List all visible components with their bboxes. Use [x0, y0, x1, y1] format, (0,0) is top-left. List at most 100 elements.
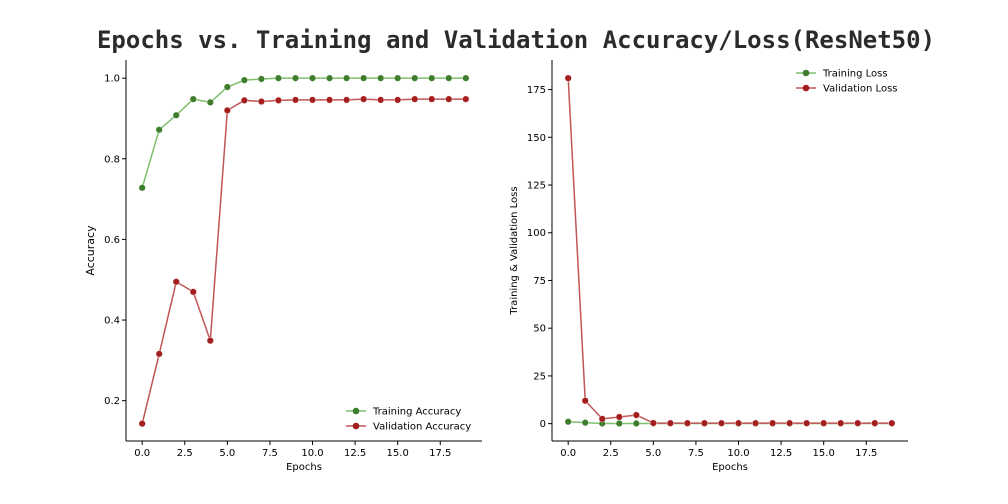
- accuracy-data-point: [172, 278, 180, 286]
- accuracy-data-point: [138, 184, 146, 192]
- accuracy-y-axis-label: Accuracy: [84, 225, 97, 276]
- accuracy-data-point: [155, 126, 163, 134]
- loss-y-tick-label: 150: [527, 133, 546, 144]
- loss-data-point: [581, 397, 589, 405]
- accuracy-data-point: [172, 111, 180, 119]
- accuracy-data-point: [360, 95, 368, 103]
- loss-x-tick-label: 15.0: [813, 448, 835, 459]
- loss-x-tick-label: 0.0: [560, 448, 576, 459]
- accuracy-data-point: [240, 76, 248, 84]
- accuracy-y-tick-label: 0.6: [104, 235, 120, 246]
- accuracy-legend-label: Training Accuracy: [372, 407, 461, 418]
- loss-data-point: [717, 419, 726, 427]
- loss-y-tick-label: 25: [533, 371, 546, 382]
- loss-legend-label: Validation Loss: [823, 84, 898, 95]
- loss-data-point: [854, 419, 862, 427]
- loss-legend-marker: [802, 69, 810, 77]
- loss-y-tick-label: 100: [527, 228, 546, 239]
- accuracy-data-point: [189, 95, 197, 103]
- figure-title: Epochs vs. Training and Validation Accur…: [96, 26, 936, 54]
- accuracy-y-tick-label: 1.0: [104, 74, 120, 85]
- accuracy-x-tick-label: 17.5: [429, 448, 451, 459]
- accuracy-x-tick-label: 7.5: [262, 448, 278, 459]
- accuracy-y-tick-label: 0.2: [104, 396, 120, 407]
- accuracy-x-tick-label: 5.0: [219, 448, 235, 459]
- accuracy-series-line: [141, 77, 466, 189]
- accuracy-data-point: [428, 95, 436, 103]
- accuracy-legend-marker: [352, 422, 360, 430]
- accuracy-x-tick-label: 15.0: [387, 448, 409, 459]
- loss-data-point: [581, 419, 589, 427]
- loss-data-point: [666, 419, 674, 427]
- accuracy-data-point: [462, 95, 470, 103]
- accuracy-data-point: [445, 95, 453, 103]
- loss-series-line: [567, 78, 892, 424]
- accuracy-data-point: [257, 97, 266, 106]
- accuracy-data-point: [308, 96, 317, 104]
- accuracy-y-tick-label: 0.4: [104, 316, 120, 327]
- accuracy-data-point: [411, 74, 419, 82]
- loss-x-tick-label: 5.0: [645, 448, 661, 459]
- loss-data-point: [683, 419, 692, 427]
- loss-y-tick-label: 50: [533, 324, 546, 335]
- loss-data-point: [734, 419, 743, 427]
- accuracy-data-point: [394, 74, 402, 82]
- loss-y-tick-label: 0: [540, 419, 546, 430]
- accuracy-y-tick-label: 0.8: [104, 154, 120, 165]
- accuracy-data-point: [189, 288, 197, 296]
- accuracy-data-point: [428, 74, 436, 82]
- accuracy-data-point: [377, 96, 385, 104]
- loss-data-point: [632, 419, 640, 428]
- accuracy-data-point: [411, 95, 419, 103]
- accuracy-x-tick-label: 12.5: [344, 448, 366, 459]
- accuracy-data-point: [360, 74, 368, 82]
- loss-x-tick-label: 10.0: [727, 448, 749, 459]
- accuracy-data-point: [325, 96, 334, 104]
- accuracy-data-point: [138, 420, 146, 428]
- loss-data-point: [564, 418, 572, 426]
- loss-y-tick-label: 125: [527, 181, 546, 192]
- loss-x-tick-label: 12.5: [770, 448, 792, 459]
- loss-data-point: [820, 419, 828, 427]
- loss-data-point: [871, 419, 879, 427]
- loss-x-tick-label: 7.5: [688, 448, 704, 459]
- loss-data-point: [803, 419, 811, 427]
- loss-y-tick-label: 75: [533, 276, 546, 287]
- accuracy-data-point: [223, 83, 231, 91]
- accuracy-data-point: [325, 74, 334, 82]
- loss-data-point: [837, 419, 845, 427]
- loss-data-point: [700, 419, 709, 427]
- accuracy-data-point: [257, 75, 266, 83]
- loss-x-axis-label: Epochs: [712, 462, 748, 473]
- accuracy-data-point: [308, 74, 317, 82]
- accuracy-x-axis-label: Epochs: [286, 462, 322, 473]
- accuracy-data-point: [240, 96, 248, 104]
- accuracy-legend-label: Validation Accuracy: [373, 422, 471, 433]
- accuracy-data-point: [223, 106, 231, 114]
- accuracy-legend-marker: [352, 407, 360, 415]
- accuracy-data-point: [274, 96, 283, 104]
- accuracy-data-point: [291, 74, 300, 82]
- accuracy-x-tick-label: 2.5: [177, 448, 193, 459]
- loss-data-point: [768, 419, 777, 427]
- loss-data-point: [649, 419, 657, 427]
- loss-legend-marker: [802, 84, 810, 92]
- accuracy-data-point: [291, 96, 300, 104]
- loss-data-point: [598, 415, 606, 423]
- accuracy-x-tick-label: 10.0: [301, 448, 323, 459]
- loss-x-tick-label: 17.5: [855, 448, 877, 459]
- loss-data-point: [751, 419, 760, 427]
- accuracy-data-point: [342, 96, 351, 104]
- loss-data-point: [564, 74, 572, 82]
- accuracy-data-point: [462, 74, 470, 82]
- accuracy-data-point: [342, 74, 351, 82]
- loss-data-point: [615, 419, 623, 428]
- loss-legend-label: Training Loss: [822, 69, 888, 80]
- loss-y-tick-label: 175: [527, 85, 546, 96]
- accuracy-data-point: [155, 350, 163, 358]
- loss-x-tick-label: 2.5: [603, 448, 619, 459]
- accuracy-series-line: [141, 98, 466, 424]
- accuracy-data-point: [445, 74, 453, 82]
